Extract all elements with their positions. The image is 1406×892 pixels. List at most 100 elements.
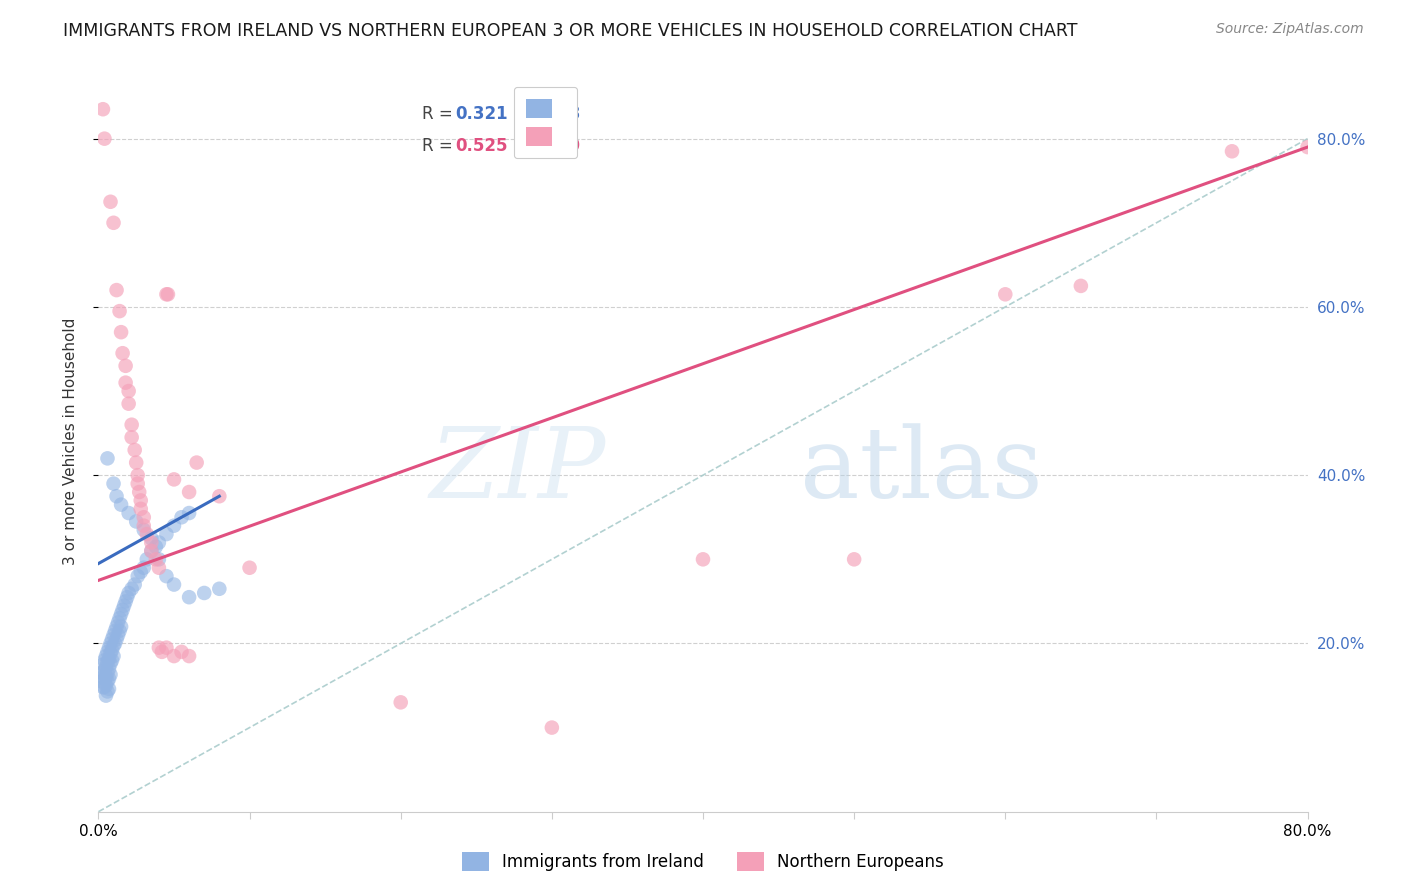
Point	[155, 640, 177, 655]
Point	[148, 552, 170, 566]
Point	[110, 607, 132, 621]
Point	[104, 636, 127, 650]
Point	[103, 476, 125, 491]
Point	[107, 628, 129, 642]
Point	[105, 283, 128, 297]
Point	[93, 653, 115, 667]
Point	[127, 569, 149, 583]
Text: N =: N =	[527, 105, 565, 123]
Point	[179, 649, 201, 664]
Point	[163, 518, 186, 533]
Point	[118, 384, 141, 398]
Point	[93, 672, 115, 686]
Point	[103, 649, 125, 664]
Point	[91, 102, 114, 116]
Text: 0.321: 0.321	[456, 105, 508, 123]
Point	[125, 515, 148, 529]
Legend: Immigrants from Ireland, Northern Europeans: Immigrants from Ireland, Northern Europe…	[454, 843, 952, 880]
Point	[163, 577, 186, 591]
Point	[389, 695, 412, 709]
Point	[111, 603, 134, 617]
Point	[108, 611, 131, 625]
Point	[124, 577, 146, 591]
Point	[118, 506, 141, 520]
Point	[96, 655, 118, 669]
Point	[239, 560, 262, 574]
Point	[129, 565, 152, 579]
Point	[100, 657, 122, 671]
Point	[994, 287, 1017, 301]
Point	[90, 674, 112, 689]
Point	[186, 456, 208, 470]
Point	[148, 640, 170, 655]
Text: atlas: atlas	[800, 424, 1042, 519]
Point	[101, 653, 124, 667]
Point	[121, 430, 143, 444]
Point	[129, 493, 152, 508]
Point	[132, 510, 155, 524]
Text: R =: R =	[422, 105, 458, 123]
Text: R =: R =	[422, 136, 458, 154]
Point	[94, 670, 117, 684]
Point	[111, 346, 134, 360]
Point	[96, 674, 118, 689]
Point	[145, 552, 167, 566]
Point	[540, 721, 562, 735]
Point	[110, 325, 132, 339]
Point	[155, 527, 177, 541]
Point	[108, 624, 131, 638]
Point	[163, 649, 186, 664]
Text: 50: 50	[558, 136, 581, 154]
Point	[135, 527, 157, 541]
Point	[96, 451, 118, 466]
Text: Source: ZipAtlas.com: Source: ZipAtlas.com	[1216, 22, 1364, 37]
Point	[94, 649, 117, 664]
Point	[107, 615, 129, 630]
Point	[141, 544, 163, 558]
Point	[132, 518, 155, 533]
Point	[93, 131, 115, 145]
Point	[105, 489, 128, 503]
Point	[141, 531, 163, 545]
Legend: , : ,	[515, 87, 578, 158]
Point	[135, 552, 157, 566]
Point	[91, 670, 114, 684]
Point	[179, 485, 201, 500]
Point	[94, 689, 117, 703]
Point	[100, 194, 122, 209]
Point	[179, 506, 201, 520]
Point	[103, 628, 125, 642]
Point	[1220, 145, 1243, 159]
Point	[98, 651, 121, 665]
Text: 78: 78	[558, 105, 581, 123]
Y-axis label: 3 or more Vehicles in Household: 3 or more Vehicles in Household	[63, 318, 77, 566]
Point	[155, 569, 177, 583]
Point	[170, 510, 193, 524]
Point	[114, 359, 136, 373]
Point	[114, 376, 136, 390]
Point	[91, 680, 114, 694]
Point	[91, 657, 114, 672]
Point	[98, 662, 121, 676]
Point	[104, 624, 127, 638]
Point	[145, 540, 167, 554]
Point	[94, 679, 117, 693]
Point	[98, 672, 121, 686]
Text: N =: N =	[527, 136, 565, 154]
Point	[148, 560, 170, 574]
Point	[124, 442, 146, 457]
Point	[105, 619, 128, 633]
Point	[90, 665, 112, 680]
Point	[103, 639, 125, 653]
Point	[193, 586, 215, 600]
Point	[100, 667, 122, 681]
Point	[1070, 279, 1092, 293]
Point	[115, 590, 138, 604]
Point	[170, 645, 193, 659]
Point	[163, 472, 186, 486]
Point	[128, 485, 150, 500]
Point	[1296, 140, 1319, 154]
Point	[96, 645, 118, 659]
Point	[844, 552, 866, 566]
Point	[110, 498, 132, 512]
